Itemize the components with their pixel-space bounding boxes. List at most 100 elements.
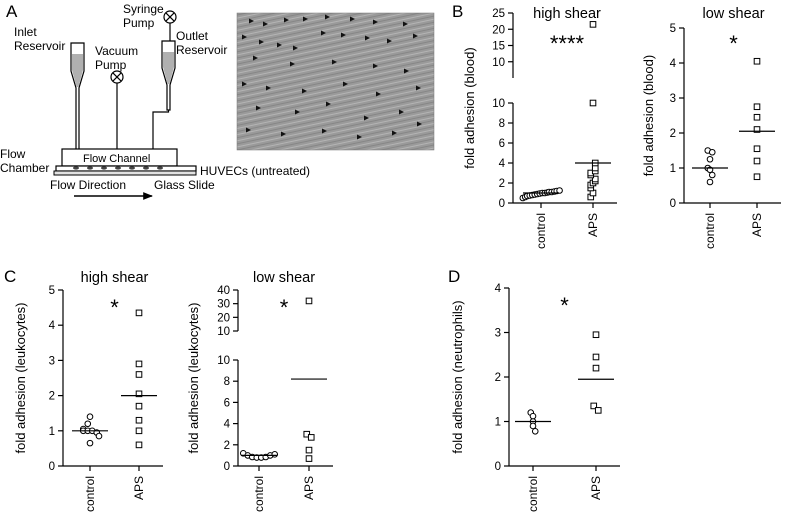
arrowhead-marker bbox=[357, 134, 362, 140]
y-tick-label: 5 bbox=[49, 285, 55, 297]
data-point-APS bbox=[135, 427, 143, 435]
y-tick-label: 20 bbox=[492, 24, 505, 36]
data-point-control bbox=[706, 178, 714, 186]
arrowhead-marker bbox=[332, 59, 337, 65]
y-tick-label: 10 bbox=[492, 98, 505, 110]
inlet-reservoir-icon bbox=[70, 42, 85, 151]
data-point-control bbox=[529, 412, 537, 420]
flow-diagram: Inlet Reservoir Syringe Pump Outlet Rese… bbox=[0, 2, 310, 200]
data-point-APS bbox=[589, 21, 597, 28]
arrowhead-marker bbox=[417, 121, 422, 127]
arrowhead-marker bbox=[350, 16, 355, 22]
y-tick-label: 1 bbox=[495, 417, 501, 429]
y-tick-label: 20 bbox=[217, 312, 230, 324]
micrograph-arrowheads bbox=[242, 14, 422, 140]
chart-title: low shear bbox=[702, 6, 764, 22]
outlet-tubing bbox=[152, 110, 170, 150]
x-category-label: APS bbox=[586, 213, 600, 237]
data-point-APS bbox=[753, 57, 761, 65]
y-axis-label: fold adhesion (blood) bbox=[462, 47, 477, 168]
micrograph-image bbox=[236, 12, 435, 151]
y-tick-label: 10 bbox=[217, 326, 230, 338]
arrowhead-marker bbox=[373, 63, 378, 69]
data-point-APS bbox=[135, 360, 143, 368]
arrowhead-marker bbox=[259, 39, 264, 45]
arrowhead-marker bbox=[242, 81, 247, 87]
data-point-control bbox=[529, 422, 537, 430]
arrowhead-marker bbox=[343, 81, 348, 87]
y-tick-label: 15 bbox=[492, 41, 505, 53]
y-tick-label: 2 bbox=[49, 391, 55, 403]
vacuum-pump-label-line1: Vacuum bbox=[95, 44, 138, 58]
y-tick-label: 8 bbox=[224, 376, 230, 388]
syringe-pump-label-line1: Syringe bbox=[123, 2, 164, 16]
arrowhead-marker bbox=[325, 14, 330, 20]
panel-letter-b: B bbox=[452, 2, 463, 21]
vacuum-pump-icon bbox=[110, 70, 124, 150]
y-axis-label: fold adhesion (blood) bbox=[641, 55, 656, 176]
arrowhead-marker bbox=[387, 38, 392, 44]
y-tick-label: 5 bbox=[670, 23, 676, 35]
y-tick-label: 4 bbox=[495, 283, 502, 295]
y-tick-label: 8 bbox=[499, 118, 505, 130]
y-tick-label: 4 bbox=[49, 320, 56, 332]
y-tick-label: 0 bbox=[499, 198, 505, 210]
data-point-APS bbox=[753, 113, 761, 121]
y-tick-label: 1 bbox=[49, 426, 55, 438]
y-tick-label: 4 bbox=[224, 419, 231, 431]
y-tick-label: 4 bbox=[499, 158, 506, 170]
data-point-control bbox=[86, 439, 94, 447]
significance-marker: * bbox=[729, 31, 738, 56]
flow-channel-label: Flow Channel bbox=[83, 153, 150, 165]
chart-c-high-shear: high shear fold adhesion (leukocytes) * 0 1 2… bbox=[13, 270, 163, 512]
arrowhead-marker bbox=[403, 21, 408, 27]
data-point-control bbox=[531, 427, 539, 435]
data-point-APS bbox=[753, 157, 761, 165]
significance-marker: * bbox=[110, 295, 119, 320]
x-category-label: control bbox=[252, 476, 266, 512]
arrowhead-marker bbox=[365, 35, 370, 41]
arrowhead-marker bbox=[404, 68, 409, 74]
y-tick-label: 10 bbox=[217, 355, 230, 367]
arrowhead-marker bbox=[266, 85, 271, 91]
panel-letter-a: A bbox=[6, 2, 18, 21]
arrowhead-marker bbox=[253, 55, 258, 61]
chart-b-low-shear: low shear fold adhesion (blood) * 0 1 2 3 4 5 con… bbox=[641, 6, 781, 249]
arrowhead-marker bbox=[302, 88, 307, 94]
data-point-control bbox=[706, 155, 714, 163]
x-category-label: control bbox=[526, 476, 540, 512]
glass-slide-label: Glass Slide bbox=[154, 178, 215, 192]
data-point-APS bbox=[592, 364, 600, 372]
arrowhead-marker bbox=[416, 85, 421, 91]
data-point-control bbox=[271, 451, 279, 458]
vacuum-pump-label-line2: Pump bbox=[95, 58, 127, 72]
arrowhead-marker bbox=[322, 128, 327, 134]
arrowhead-marker bbox=[376, 91, 381, 97]
data-point-APS bbox=[305, 297, 313, 305]
y-axis-label: fold adhesion (neutrophils) bbox=[450, 300, 465, 453]
y-tick-label: 2 bbox=[499, 178, 505, 190]
panel-a: A Inlet Reservoir Syringe Pump Outlet Re… bbox=[0, 2, 435, 200]
arrowhead-marker bbox=[249, 18, 254, 24]
y-axis-label: fold adhesion (leukocytes) bbox=[13, 302, 28, 453]
significance-marker: * bbox=[280, 295, 289, 320]
data-point-APS bbox=[592, 353, 600, 361]
arrowhead-marker bbox=[256, 105, 261, 111]
y-tick-label: 3 bbox=[670, 93, 676, 105]
data-point-APS bbox=[135, 416, 143, 424]
y-tick-label: 40 bbox=[217, 285, 230, 297]
flow-chamber-icon bbox=[53, 148, 197, 176]
data-point-APS bbox=[135, 309, 143, 317]
flow-direction-label: Flow Direction bbox=[50, 178, 126, 192]
x-category-label: APS bbox=[750, 213, 764, 237]
inlet-reservoir-label-line1: Inlet bbox=[14, 25, 37, 39]
x-category-label: control bbox=[703, 213, 717, 249]
panel-letter-c: C bbox=[4, 267, 16, 286]
data-point-control bbox=[708, 171, 716, 179]
data-point-control bbox=[84, 420, 92, 428]
arrowhead-marker bbox=[295, 109, 300, 115]
arrowhead-marker bbox=[246, 127, 251, 133]
y-tick-label: 0 bbox=[495, 461, 501, 473]
arrowhead-marker bbox=[399, 109, 404, 115]
